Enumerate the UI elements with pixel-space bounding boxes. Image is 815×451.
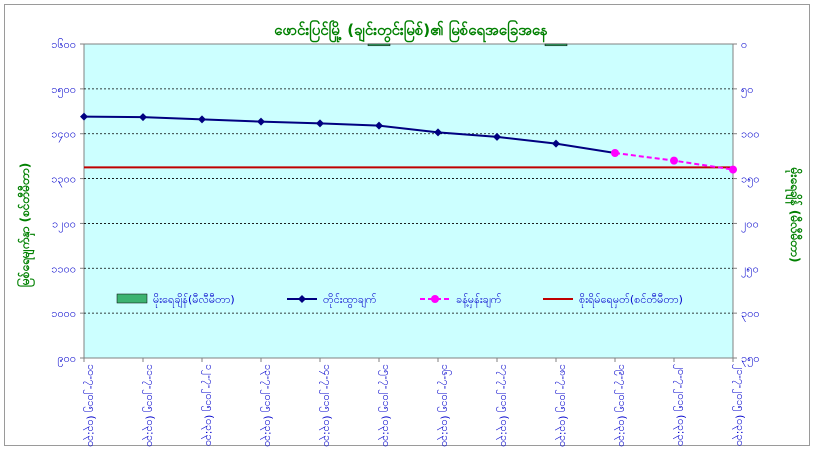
chart-svg: ဖောင်းပြင်မြို့ (ချင်းတွင်းမြစ်)၏ မြစ်ရေ… [15,19,804,447]
observed-point [80,112,88,121]
forecast-point [670,156,678,165]
rain-bar [544,43,568,47]
y-tick-label-left: ၁၀၀၀ [51,307,76,320]
y-tick-label-left: ၁၆၀၀ [51,38,76,51]
legend: မိုးရေချိန်(မီလီမီတာ) တိုင်းထွာချက် ခန့်မှ… [116,293,683,308]
y-tick-label-right: ၂၅၀ [741,262,759,277]
y-axis-label-right: မိုးရေချိန် (မီလီမီတာ) [784,167,804,263]
x-tick-label: ၂၁-၇-၂၀၁၅ (၀၃:၃၀) [732,364,746,447]
rain-bar [367,43,391,47]
observed-point [493,132,501,141]
x-tick-label: ၁၁-၇-၂၀၁၅ (၀၃:၃၀) [142,364,156,447]
observed-point [139,113,147,122]
y-tick-label-right: ၃၀၀ [741,307,760,322]
x-tick-label: ၁၂-၇-၂၀၁၅ (၀၃:၃၀) [201,364,215,447]
legend-label: တိုင်းထွာချက် [323,293,377,308]
observed-point [198,115,206,124]
y-tick-label-right: ၁၅၀ [741,173,760,188]
y-tick-label-left: ၁၄၀၀ [51,128,76,143]
x-tick-label: ၁၅-၇-၂၀၁၅ (၀၃:၃၀) [378,364,392,447]
x-tick-label: ၁၄-၇-၂၀၁၅ (၀၃:၃၀) [319,364,333,447]
forecast-point [729,165,737,174]
y-tick-label-right: ၀ [741,38,747,51]
y-tick-label-right: ၃၅၀ [741,352,760,367]
observed-line [83,115,616,154]
y-tick-label-left: ၁၂၀၀ [52,217,76,232]
chart-frame: ဖောင်းပြင်မြို့ (ချင်းတွင်းမြစ်)၏ မြစ်ရေ… [4,4,810,447]
observed-point [552,139,560,148]
x-tick-label: ၁၆-၇-၂၀၁၅ (၀၃:၃၀) [437,364,452,447]
plot-background [83,43,734,359]
x-tick-label: ၂၀-၇-၂၀၁၅ (၀၃:၃၀) [673,364,687,447]
legend-marker-forecast [431,295,439,303]
chart-title: ဖောင်းပြင်မြို့ (ချင်းတွင်းမြစ်)၏ မြစ်ရေ… [274,19,548,43]
x-tick-label: ၁၃-၇-၂၀၁၅ (၀၃:၃၀) [260,364,274,447]
x-tick-label: ၁၉-၇-၂၀၁၅ (၀၃:၃၀) [614,364,628,447]
x-tick-label: ၁၀-၇-၂၀၁၅ (၀၃:၃၀) [83,364,97,447]
legend-label: မိုးရေချိန်(မီလီမီတာ) [153,293,235,308]
y-tick-label-left: ၁၁၀၀ [51,262,76,275]
x-tick-label: ၁၇-၇-၂၀၁၅ (၀၃:၃၀) [496,364,510,447]
observed-point [257,117,265,126]
y-tick-label-right: ၂၀၀ [741,217,759,232]
y-axis-label-left: မြစ်ရေမျက်နှာ (စင်တီမီတာ) [15,163,36,287]
y-tick-label-right: ၅၀ [741,83,753,98]
x-tick-label: ၁၈-၇-၂၀၁၅ (၀၃:၃၀) [555,364,569,447]
observed-point [434,128,442,137]
observed-point [316,119,324,128]
legend-label: ခန့်မှန်းချက် [456,293,502,308]
legend-marker-observed [298,295,306,303]
legend-swatch-rain [116,293,148,304]
legend-label: စိုးရိမ်ရေမှတ်(စင်တီမီတာ) [579,293,683,308]
y-tick-label-left: ၉၀၀ [57,352,76,367]
y-tick-label-right: ၁၀၀ [741,128,760,141]
observed-point [375,121,383,130]
y-tick-label-left: ၁၃၀၀ [51,173,76,188]
y-tick-label-left: ၁၅၀၀ [51,83,76,98]
forecast-point [611,149,619,158]
